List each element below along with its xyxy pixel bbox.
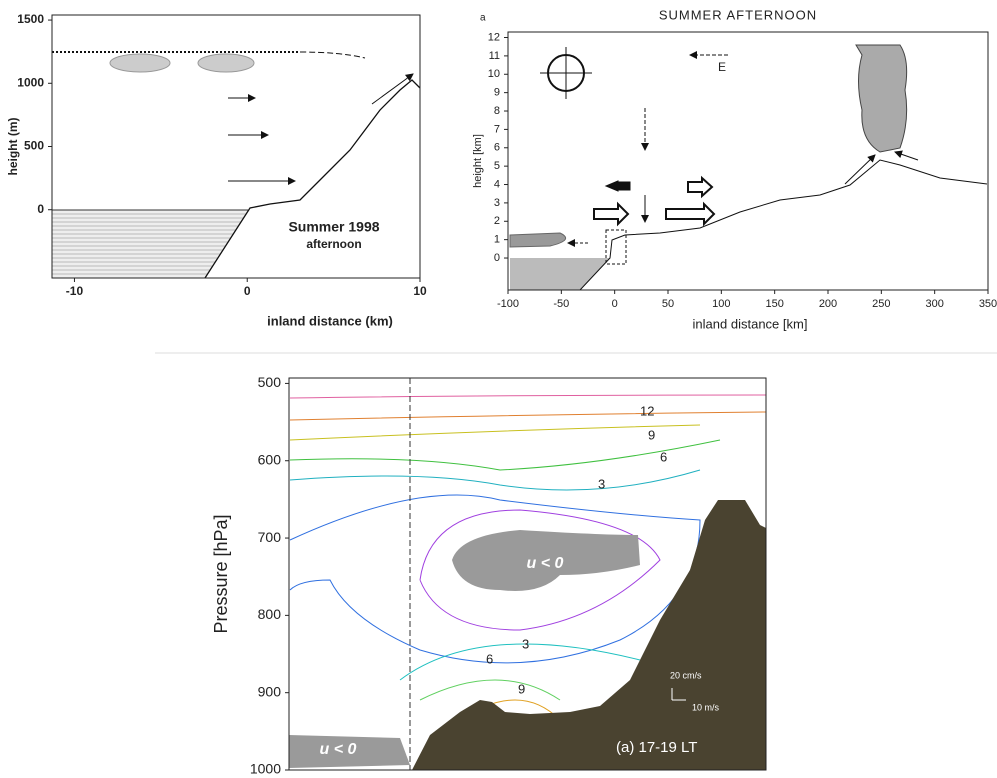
- x-tick-label: 100: [712, 298, 730, 310]
- y-tick-label: 1000: [250, 761, 281, 777]
- annotation: u < 0: [320, 741, 357, 758]
- x-tick-label: 50: [662, 298, 674, 310]
- cloud: [856, 45, 907, 152]
- cloud: [110, 54, 170, 72]
- y-tick-label: 12: [488, 31, 500, 43]
- scale-label: 10 m/s: [692, 702, 720, 712]
- x-tick-label: -10: [66, 284, 84, 298]
- x-tick-label: 150: [765, 298, 783, 310]
- y-tick-label: 10: [488, 68, 500, 80]
- y-tick-label: 800: [258, 606, 282, 622]
- y-tick-label: 0: [494, 252, 500, 264]
- chart-title: SUMMER AFTERNOON: [659, 7, 817, 22]
- y-tick-label: 8: [494, 105, 500, 117]
- contour-label: 3: [522, 636, 529, 651]
- x-axis-label: inland distance (km): [267, 313, 393, 328]
- x-tick-label: 300: [925, 298, 943, 310]
- y-tick-label: 0: [37, 202, 44, 216]
- y-tick-label: 11: [489, 50, 500, 62]
- cloud: [510, 233, 566, 247]
- flow-arrow: [594, 204, 628, 224]
- y-tick-label: 1: [494, 234, 500, 246]
- panel-label: a: [480, 13, 486, 24]
- y-tick-label: 700: [258, 529, 282, 545]
- flow-arrow: [606, 181, 630, 191]
- x-tick-label: -50: [553, 298, 569, 310]
- wind-arrow: [895, 152, 918, 160]
- panel-3-scene: 12 9 6 3 3 6 9 u < 0 u < 0 20 cm/s 10 m/…: [155, 353, 997, 770]
- annotation: Summer 1998: [288, 219, 379, 235]
- x-tick-label: 200: [819, 298, 837, 310]
- y-tick-label: 3: [494, 197, 500, 209]
- y-axis-label: Pressure [hPa]: [211, 514, 231, 633]
- y-tick-label: 5: [494, 160, 500, 172]
- y-tick-label: 4: [494, 178, 500, 190]
- contour-label: 6: [486, 651, 493, 666]
- annotation: E: [718, 60, 726, 74]
- sea: [52, 210, 248, 278]
- x-axis-label: inland distance [km]: [693, 316, 808, 331]
- y-tick-label: 900: [258, 683, 282, 699]
- x-tick-label: 0: [612, 298, 618, 310]
- y-tick-label: 9: [494, 87, 500, 99]
- flow-arrow: [688, 178, 712, 196]
- x-tick-label: 350: [979, 298, 997, 310]
- contour-label: 3: [598, 476, 605, 491]
- flow-arrow: [666, 204, 714, 224]
- x-tick-label: -100: [497, 298, 519, 310]
- contour-label: 6: [660, 449, 667, 464]
- inversion: [300, 52, 365, 58]
- y-tick-label: 500: [24, 139, 44, 153]
- cloud: [198, 54, 254, 72]
- terrain: [580, 160, 987, 290]
- y-tick-label: 1000: [17, 75, 44, 89]
- figure: Summer 1998 afternoon E: [0, 0, 997, 778]
- y-tick-label: 600: [258, 451, 282, 467]
- annotation: u < 0: [527, 555, 564, 572]
- plot-frame: [508, 32, 988, 290]
- y-axis-label: height [km]: [472, 134, 484, 188]
- y-tick-label: 6: [494, 142, 500, 154]
- y-axis-label: height (m): [6, 118, 20, 176]
- wind-arrow: [845, 155, 875, 184]
- y-tick-label: 2: [494, 215, 500, 227]
- y-tick-label: 1500: [17, 12, 44, 26]
- contour-label: 12: [640, 403, 654, 418]
- scale-label: 20 cm/s: [670, 670, 702, 680]
- y-tick-label: 7: [494, 123, 500, 135]
- y-tick-label: 500: [258, 374, 282, 390]
- annotation: (a) 17-19 LT: [616, 739, 697, 756]
- annotation: afternoon: [306, 237, 361, 251]
- x-tick-label: 0: [244, 284, 251, 298]
- contour-label: 9: [648, 427, 655, 442]
- x-tick-label: 250: [872, 298, 890, 310]
- panel-1-scene: Summer 1998 afternoon: [52, 52, 420, 278]
- x-tick-label: 10: [413, 284, 427, 298]
- panel-2-scene: E: [510, 45, 987, 290]
- wind-arrow: [372, 74, 413, 104]
- contour-label: 9: [518, 681, 525, 696]
